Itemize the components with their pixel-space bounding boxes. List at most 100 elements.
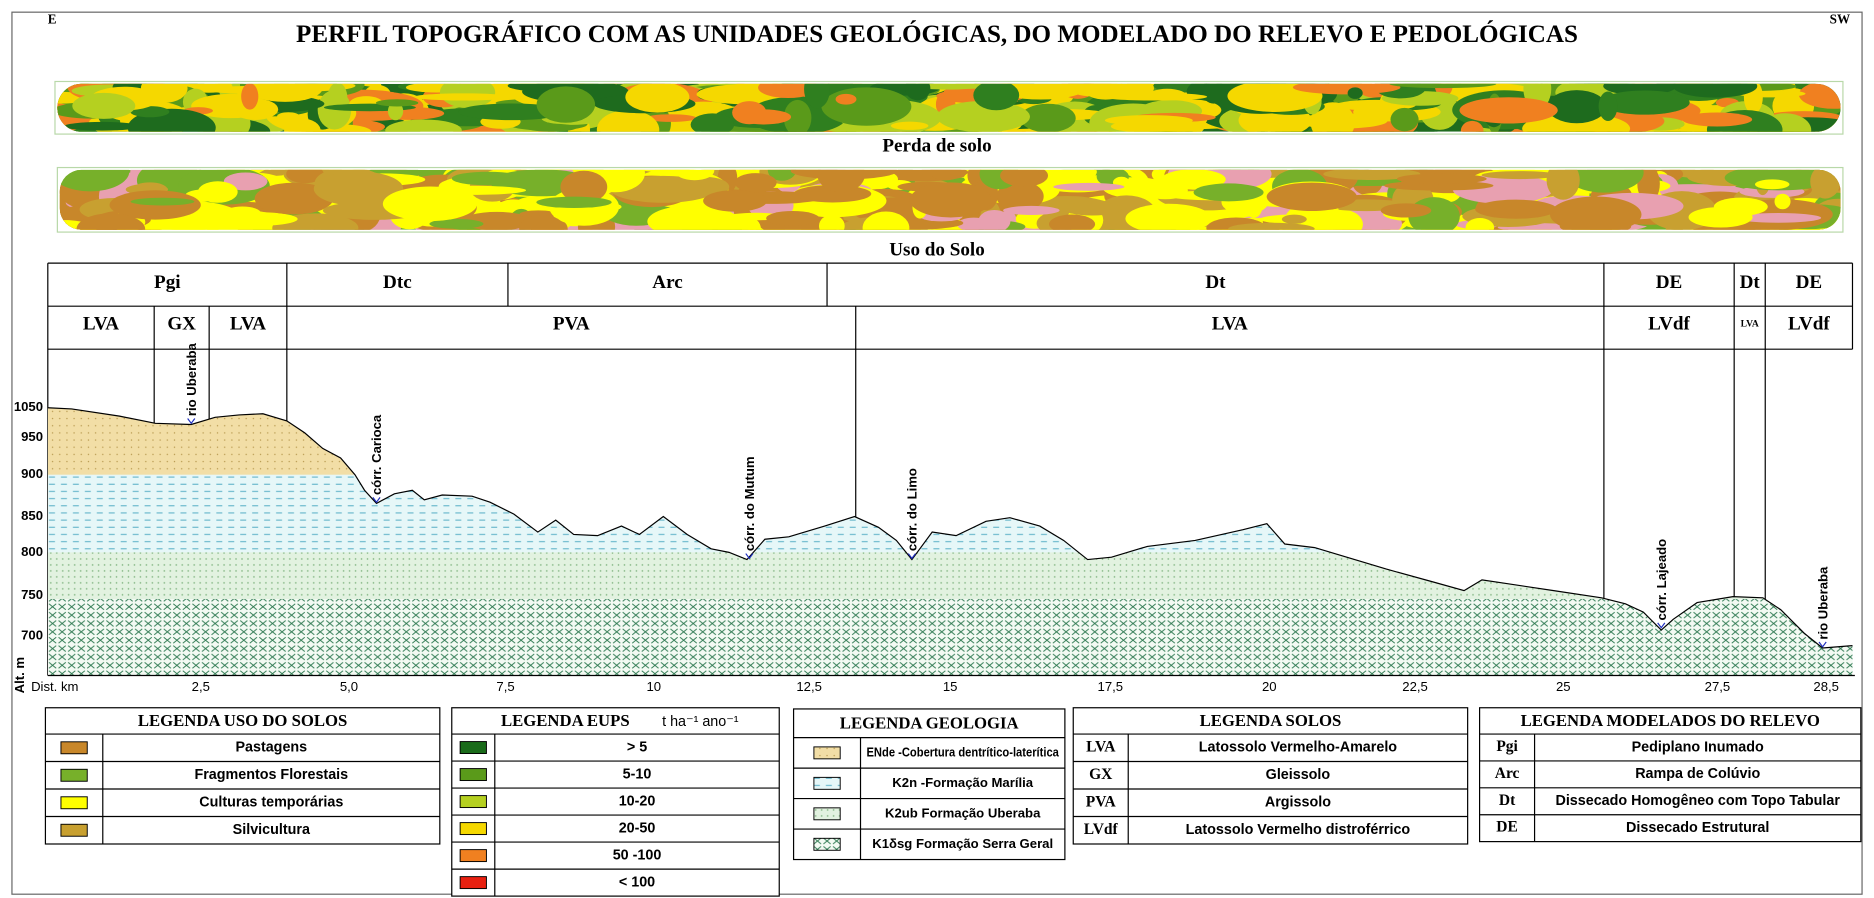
map-patch (414, 93, 513, 100)
map-patch (766, 211, 819, 226)
map-patch (224, 207, 261, 221)
legend-label: Dissecado Homogêneo com Topo Tabular (1555, 793, 1840, 809)
y-axis-label: Alt. m (12, 657, 27, 693)
x-tick-label: 7,5 (496, 679, 514, 694)
map-patch (72, 93, 135, 119)
map-patch (817, 156, 865, 192)
relief-label: Arc (652, 272, 682, 293)
map-patch (1282, 215, 1307, 224)
map-patch (198, 181, 238, 203)
legend-code: PVA (1086, 793, 1117, 810)
x-tick-label: 27,5 (1705, 679, 1731, 694)
x-tick-label: 12,5 (796, 679, 822, 694)
soil-label: LVA (1212, 314, 1248, 335)
geology (48, 347, 1855, 676)
map-patch (1547, 161, 1580, 200)
map-patch (1397, 174, 1487, 184)
map-patch (131, 198, 195, 206)
legend-label: Argissolo (1265, 795, 1331, 811)
y-tick-label: 850 (21, 508, 43, 523)
x-tick-label: 15 (943, 679, 958, 694)
map-label: Uso do Solo (889, 240, 985, 261)
map-patch (1295, 113, 1388, 128)
legend-swatch (460, 742, 486, 754)
map-patch (1053, 183, 1124, 191)
y-tick-label: 700 (21, 628, 43, 643)
legend-code: Dt (1499, 792, 1516, 809)
x-tick-label: 10 (646, 679, 661, 694)
legend-swatch (61, 742, 87, 754)
x-tick-label: 2,5 (192, 679, 210, 694)
legend-code: GX (1089, 766, 1113, 783)
soil-label: GX (167, 314, 196, 335)
geology-ende (48, 347, 355, 475)
legend-swatch (814, 747, 840, 759)
river-label: córr. Lajeado (1654, 539, 1669, 621)
y-tick-label: 900 (21, 466, 43, 481)
corner-right: SW (1830, 12, 1850, 27)
map-patch (76, 213, 145, 245)
legend-label: Latossolo Vermelho distroférrico (1186, 822, 1411, 838)
x-tick-label: 20 (1262, 679, 1277, 694)
y-tick-label: 950 (21, 429, 43, 444)
map-patch (703, 190, 767, 212)
legend-swatch (61, 824, 87, 836)
soil-label: LVdf (1788, 314, 1830, 335)
relief-label: Dt (1205, 272, 1226, 293)
map-patch (536, 197, 611, 208)
legend-title: LEGENDA EUPS (501, 711, 630, 730)
legend-label: 10-20 (619, 793, 656, 809)
legend-swatch (460, 769, 486, 781)
map-patch (1724, 204, 1752, 223)
x-tick-label: 5,0 (340, 679, 358, 694)
legend-code: DE (1496, 819, 1518, 836)
map-patch (519, 215, 564, 240)
map-patch (1475, 200, 1557, 219)
map-patch (1482, 171, 1558, 179)
soil-label: PVA (553, 314, 590, 335)
x-tick-label: 28,5 (1813, 679, 1839, 694)
legend-code: Pgi (1496, 738, 1518, 755)
legend-box (452, 708, 779, 896)
map-label: Perda de solo (882, 136, 991, 157)
river-label: córr. do Limo (905, 468, 920, 551)
map-patch (1599, 92, 1618, 121)
river-label: rio Uberaba (1815, 566, 1830, 640)
corner-left: E (48, 12, 57, 27)
map-patch (930, 164, 962, 181)
map-patch (905, 77, 930, 101)
map-patch (804, 70, 830, 109)
legend-unit: t ha⁻¹ ano⁻¹ (662, 714, 739, 730)
soil-label: LVA (230, 314, 266, 335)
legend-label: 50 -100 (613, 847, 662, 863)
river-label: córr. Carioca (369, 414, 384, 495)
legend-swatch (460, 850, 486, 862)
legend-label: Dissecado Estrutural (1626, 820, 1769, 836)
map-patch (383, 187, 477, 222)
legend-swatch (814, 808, 840, 820)
y-tick-label: 1050 (14, 399, 43, 414)
legend-swatch (814, 838, 840, 850)
legend-label: K2ub Formação Uberaba (885, 805, 1041, 820)
legend-code: Arc (1495, 765, 1520, 782)
map-patch (978, 210, 1010, 233)
river-marker (188, 419, 195, 424)
legend-label: ENde -Cobertura dentrítico-laterítica (866, 744, 1059, 759)
legend-title: LEGENDA USO DO SOLOS (138, 711, 348, 730)
map-patch (1125, 204, 1211, 234)
map-patch (819, 215, 845, 237)
legend-label: 5-10 (623, 766, 652, 782)
map-patch (1461, 121, 1484, 141)
map-patch (836, 94, 857, 105)
map-patch (1547, 90, 1606, 123)
legend-code: LVdf (1084, 821, 1119, 838)
figure: E SW PERFIL TOPOGRÁFICO COM AS UNIDADES … (0, 0, 1874, 898)
legend-title: LEGENDA MODELADOS DO RELEVO (1521, 711, 1820, 730)
map-patch (1550, 197, 1641, 233)
map-patch (1755, 179, 1790, 189)
legend-label: Latossolo Vermelho-Amarelo (1199, 740, 1398, 756)
river-label: rio Uberaba (184, 342, 199, 416)
map-patch (910, 182, 992, 217)
y-tick-label: 800 (21, 544, 43, 559)
map-patch (526, 124, 577, 132)
